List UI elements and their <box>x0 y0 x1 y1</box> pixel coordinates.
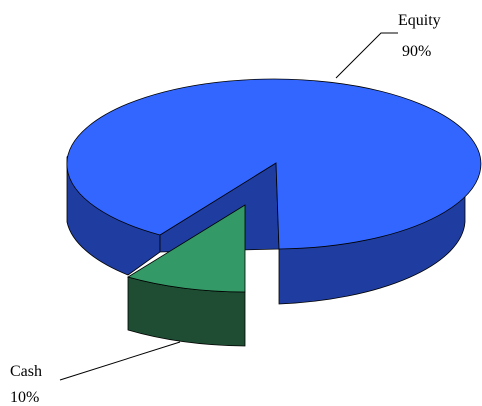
slice-equity-top <box>66 78 482 250</box>
equity-label: Equity <box>398 12 441 29</box>
equity-value-label: 90% <box>402 43 431 60</box>
cash-value-label: 10% <box>10 389 39 406</box>
cash-leader-line <box>59 341 181 381</box>
cash-label: Cash <box>10 363 42 380</box>
equity-leader-line <box>335 32 398 79</box>
slice-cash-top <box>127 204 246 293</box>
